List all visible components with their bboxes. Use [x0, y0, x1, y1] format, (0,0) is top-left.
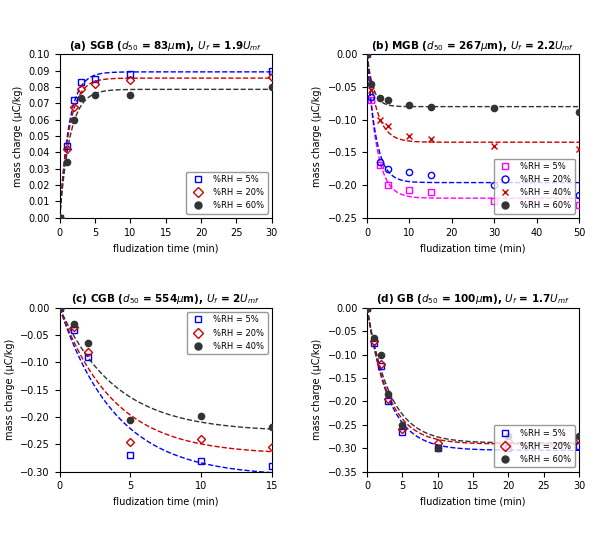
- X-axis label: fludization time (min): fludization time (min): [113, 497, 219, 507]
- Title: (b) MGB ($d_{50}$ = 267$\mu$m), $U_f$ = 2.2$U_{mf}$: (b) MGB ($d_{50}$ = 267$\mu$m), $U_f$ = …: [371, 38, 575, 53]
- Legend: %RH = 5%, %RH = 20%, %RH = 40%: %RH = 5%, %RH = 20%, %RH = 40%: [186, 312, 267, 354]
- Y-axis label: mass charge (μC/kg): mass charge (μC/kg): [13, 86, 23, 186]
- X-axis label: fludization time (min): fludization time (min): [420, 497, 526, 507]
- Legend: %RH = 5%, %RH = 20%, %RH = 60%: %RH = 5%, %RH = 20%, %RH = 60%: [494, 425, 575, 467]
- Legend: %RH = 5%, %RH = 20%, %RH = 40%, %RH = 60%: %RH = 5%, %RH = 20%, %RH = 40%, %RH = 60…: [494, 158, 575, 214]
- Title: (c) CGB ($d_{50}$ = 554$\mu$m), $U_f$ = 2$U_{mf}$: (c) CGB ($d_{50}$ = 554$\mu$m), $U_f$ = …: [71, 292, 260, 306]
- Title: (a) SGB ($d_{50}$ = 83$\mu$m), $U_f$ = 1.9$U_{mf}$: (a) SGB ($d_{50}$ = 83$\mu$m), $U_f$ = 1…: [69, 38, 263, 53]
- Legend: %RH = 5%, %RH = 20%, %RH = 60%: %RH = 5%, %RH = 20%, %RH = 60%: [186, 172, 267, 214]
- Y-axis label: mass charge (μC/kg): mass charge (μC/kg): [312, 86, 322, 186]
- X-axis label: fludization time (min): fludization time (min): [420, 243, 526, 253]
- Title: (d) GB ($d_{50}$ = 100$\mu$m), $U_f$ = 1.7$U_{mf}$: (d) GB ($d_{50}$ = 100$\mu$m), $U_f$ = 1…: [376, 292, 570, 306]
- Y-axis label: mass charge (μC/kg): mass charge (μC/kg): [312, 339, 322, 440]
- Y-axis label: mass charge (μC/kg): mass charge (μC/kg): [5, 339, 15, 440]
- X-axis label: fludization time (min): fludization time (min): [113, 243, 219, 253]
